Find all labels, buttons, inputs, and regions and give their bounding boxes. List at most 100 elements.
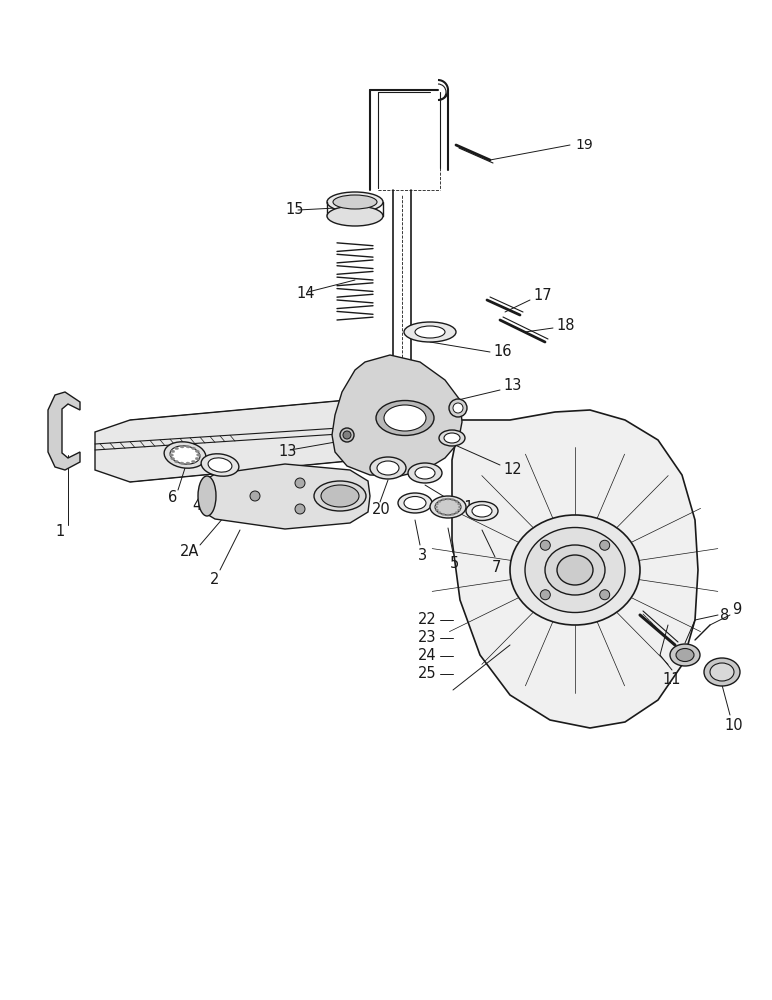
Ellipse shape bbox=[710, 663, 734, 681]
Ellipse shape bbox=[435, 509, 438, 511]
Polygon shape bbox=[332, 355, 462, 476]
Ellipse shape bbox=[171, 457, 174, 460]
Ellipse shape bbox=[435, 506, 438, 508]
Ellipse shape bbox=[466, 502, 498, 520]
Text: 12: 12 bbox=[503, 462, 522, 478]
Ellipse shape bbox=[370, 457, 406, 479]
Ellipse shape bbox=[404, 322, 456, 342]
Ellipse shape bbox=[191, 460, 195, 463]
Text: 19: 19 bbox=[575, 138, 593, 152]
Text: 16: 16 bbox=[493, 344, 512, 360]
Text: 14: 14 bbox=[296, 286, 314, 302]
Ellipse shape bbox=[208, 458, 232, 472]
Text: 1: 1 bbox=[55, 524, 64, 540]
Polygon shape bbox=[95, 397, 425, 482]
Ellipse shape bbox=[510, 515, 640, 625]
Ellipse shape bbox=[415, 326, 445, 338]
Ellipse shape bbox=[384, 405, 426, 431]
Ellipse shape bbox=[408, 463, 442, 483]
Text: 2: 2 bbox=[210, 572, 219, 587]
Text: 7: 7 bbox=[492, 560, 501, 574]
Text: 9: 9 bbox=[732, 602, 741, 617]
Ellipse shape bbox=[180, 462, 184, 465]
Ellipse shape bbox=[197, 454, 201, 456]
Ellipse shape bbox=[459, 506, 462, 508]
Ellipse shape bbox=[376, 400, 434, 436]
Ellipse shape bbox=[327, 206, 383, 226]
Ellipse shape bbox=[545, 545, 605, 595]
Ellipse shape bbox=[451, 513, 454, 515]
Circle shape bbox=[250, 491, 260, 501]
Text: 3: 3 bbox=[418, 548, 427, 562]
Text: 10: 10 bbox=[724, 718, 743, 734]
Circle shape bbox=[343, 431, 351, 439]
Ellipse shape bbox=[314, 481, 366, 511]
Text: 13: 13 bbox=[503, 377, 521, 392]
Ellipse shape bbox=[670, 644, 700, 666]
Ellipse shape bbox=[201, 454, 239, 476]
Ellipse shape bbox=[438, 512, 441, 514]
Ellipse shape bbox=[195, 457, 199, 460]
Ellipse shape bbox=[435, 503, 438, 505]
Text: 11: 11 bbox=[662, 672, 680, 688]
Ellipse shape bbox=[195, 450, 199, 453]
Ellipse shape bbox=[446, 514, 449, 516]
Ellipse shape bbox=[525, 528, 625, 612]
Ellipse shape bbox=[186, 445, 190, 448]
Ellipse shape bbox=[439, 430, 465, 446]
Ellipse shape bbox=[442, 513, 445, 515]
Polygon shape bbox=[48, 392, 80, 470]
Ellipse shape bbox=[430, 496, 466, 518]
Ellipse shape bbox=[180, 445, 184, 448]
Ellipse shape bbox=[174, 447, 178, 450]
Ellipse shape bbox=[186, 462, 190, 465]
Polygon shape bbox=[205, 464, 370, 529]
Circle shape bbox=[600, 590, 610, 600]
Text: 13: 13 bbox=[278, 444, 296, 460]
Text: 8: 8 bbox=[720, 607, 730, 622]
Text: 21: 21 bbox=[456, 500, 475, 516]
Ellipse shape bbox=[327, 192, 383, 212]
Ellipse shape bbox=[164, 442, 206, 468]
Ellipse shape bbox=[169, 454, 174, 456]
Ellipse shape bbox=[198, 476, 216, 516]
Ellipse shape bbox=[446, 498, 449, 500]
Circle shape bbox=[295, 504, 305, 514]
Text: 25: 25 bbox=[418, 666, 437, 682]
Text: 5: 5 bbox=[450, 556, 459, 570]
Ellipse shape bbox=[321, 485, 359, 507]
Text: 24: 24 bbox=[418, 648, 437, 664]
Ellipse shape bbox=[333, 195, 377, 209]
Ellipse shape bbox=[174, 460, 178, 463]
Text: 23: 23 bbox=[418, 631, 436, 646]
Ellipse shape bbox=[704, 658, 740, 686]
Ellipse shape bbox=[438, 500, 441, 502]
Text: 17: 17 bbox=[533, 288, 552, 302]
Text: 4: 4 bbox=[192, 498, 201, 514]
Text: 6: 6 bbox=[168, 489, 178, 504]
Ellipse shape bbox=[458, 509, 461, 511]
Ellipse shape bbox=[442, 499, 445, 501]
Ellipse shape bbox=[191, 447, 195, 450]
Text: 20: 20 bbox=[372, 502, 391, 518]
Circle shape bbox=[449, 399, 467, 417]
Ellipse shape bbox=[404, 496, 426, 510]
Circle shape bbox=[600, 540, 610, 550]
Circle shape bbox=[340, 428, 354, 442]
Ellipse shape bbox=[557, 555, 593, 585]
Text: 18: 18 bbox=[556, 318, 574, 332]
Ellipse shape bbox=[398, 493, 432, 513]
Ellipse shape bbox=[171, 450, 174, 453]
Ellipse shape bbox=[415, 467, 435, 479]
Circle shape bbox=[540, 540, 550, 550]
Ellipse shape bbox=[676, 648, 694, 662]
Ellipse shape bbox=[435, 499, 461, 515]
Ellipse shape bbox=[451, 499, 454, 501]
Circle shape bbox=[295, 478, 305, 488]
Text: 22: 22 bbox=[418, 612, 437, 628]
Circle shape bbox=[453, 403, 463, 413]
Text: 2A: 2A bbox=[180, 544, 199, 560]
Ellipse shape bbox=[458, 503, 461, 505]
Ellipse shape bbox=[170, 446, 200, 464]
Ellipse shape bbox=[377, 461, 399, 475]
